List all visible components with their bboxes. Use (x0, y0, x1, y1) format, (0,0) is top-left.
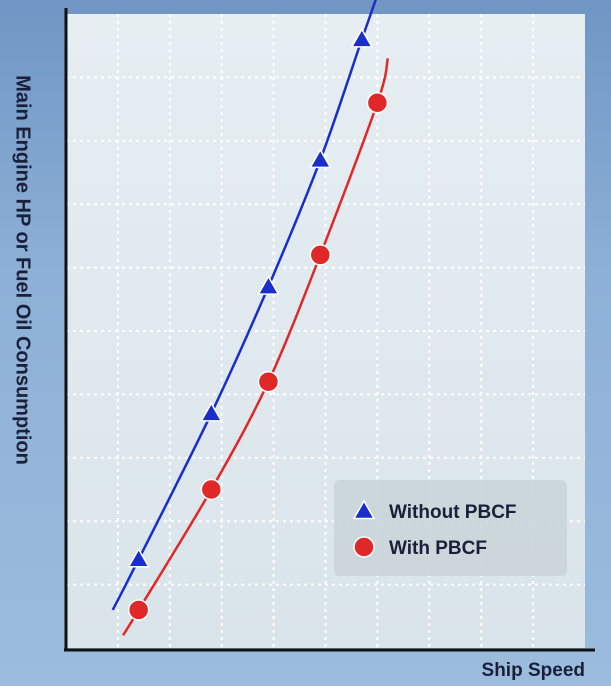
data-point-without-pbcf (309, 148, 332, 169)
x-axis-label: Ship Speed (481, 660, 585, 681)
data-point-without-pbcf (257, 275, 280, 295)
data-point-without-pbcf (127, 547, 150, 568)
data-point-with-pbcf (127, 599, 150, 621)
data-point-with-pbcf (366, 92, 389, 114)
legend: Without PBCF With PBCF (334, 480, 567, 576)
legend-label-without-pbcf: Without PBCF (389, 502, 517, 523)
data-point-without-pbcf (200, 401, 223, 422)
legend-marker-with-pbcf (353, 536, 375, 558)
data-point-without-pbcf (350, 27, 374, 48)
legend-marker-without-pbcf (352, 499, 376, 520)
data-point-with-pbcf (309, 244, 332, 266)
data-point-with-pbcf (200, 478, 223, 501)
series-markers (127, 27, 389, 621)
y-axis-label: Main Engine HP or Fuel Oil Consumption (11, 75, 34, 465)
legend-box (334, 480, 567, 576)
legend-label-with-pbcf: With PBCF (389, 538, 487, 559)
grid (66, 14, 585, 648)
data-point-with-pbcf (257, 370, 280, 393)
